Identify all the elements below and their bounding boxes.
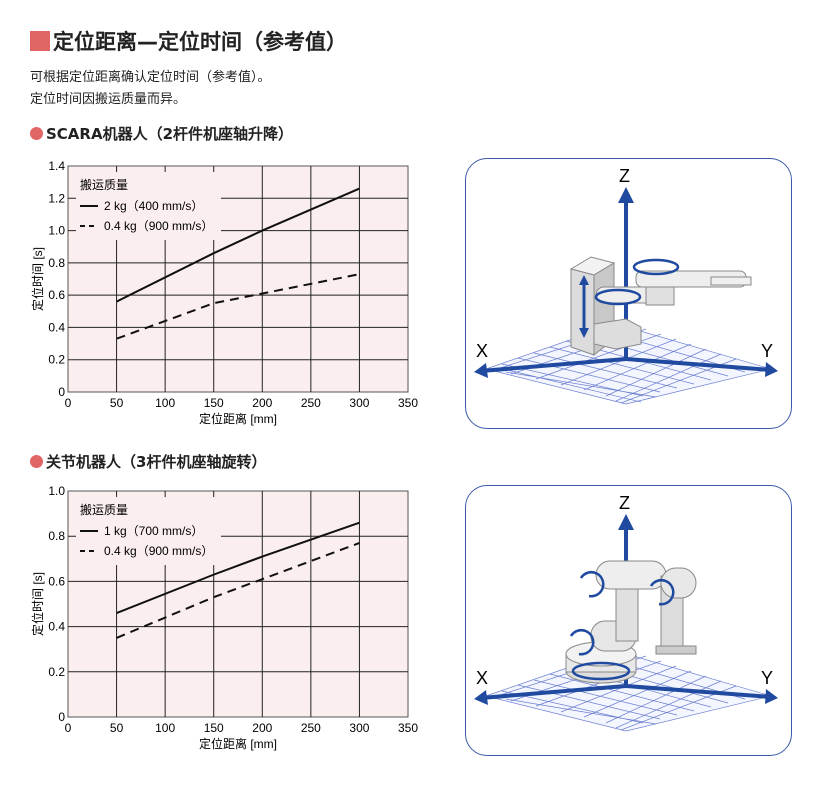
y-axis-arrow [625,684,772,699]
x-tick-label: 250 [301,396,321,410]
scara-robot-image: Z X Y [474,166,778,405]
rotation-arrow-icon [594,288,642,306]
legend-box [76,497,221,565]
y-tick-label: 0.6 [48,574,65,588]
y-label: Y [761,668,773,688]
y-tick-label: 0.4 [48,620,65,634]
series-line-1 [116,542,360,639]
legend-label: 0.4 kg（900 mm/s） [104,544,213,558]
z-label: Z [619,493,630,513]
scara-illustration: Z X Y [465,158,792,429]
y-tick-label: 0.2 [48,353,65,367]
x-tick-label: 300 [349,396,369,410]
y-tick-label: 0 [58,710,65,724]
y-tick-label: 1.2 [48,191,65,205]
y-tick-label: 0.2 [48,665,65,679]
robot-body [569,256,752,357]
title-marker [30,31,50,51]
x-tick-label: 50 [110,396,124,410]
x-axis-arrow [480,684,627,700]
page-title: 定位距离—定位时间（参考值） [30,26,347,56]
bullet-icon [30,127,43,140]
y-tick-label: 1.0 [48,224,65,238]
x-label: X [476,341,488,361]
legend-box [76,172,221,240]
x-tick-label: 150 [204,721,224,735]
x-tick-label: 0 [65,396,72,410]
section-heading-text: SCARA机器人（2杆件机座轴升降） [46,125,294,143]
y-axis-label: 定位时间 [s] [30,572,45,636]
x-tick-label: 0 [65,721,72,735]
x-tick-label: 350 [398,721,418,735]
x-tick-label: 100 [155,721,175,735]
legend-title: 搬运质量 [80,177,128,192]
x-tick-label: 350 [398,396,418,410]
articulated-robot-image: Z X Y [474,493,778,732]
series-line-0 [116,187,360,303]
rotation-arrow-icon [569,571,675,681]
x-tick-label: 300 [349,721,369,735]
x-tick-label: 150 [204,396,224,410]
y-tick-label: 0.8 [48,529,65,543]
x-axis-label: 定位距离 [mm] [199,411,277,426]
chart-scara: 0 0.2 0.4 0.6 0.8 1.0 1.2 1.4 0 50 100 150 200 250 300… [30,159,418,426]
y-tick-label: 1.4 [48,159,65,173]
section-heading-scara: SCARA机器人（2杆件机座轴升降） [30,123,293,144]
y-axis-arrow [625,357,772,372]
z-label: Z [619,166,630,186]
series-line-1 [116,273,360,340]
x-tick-label: 200 [252,396,272,410]
series-line-0 [116,521,360,614]
chart-articulated: 0 0.2 0.4 0.6 0.8 1.0 0 50 100 150 200 250 300 350 搬运质… [30,484,418,751]
y-tick-label: 0 [58,385,65,399]
y-tick-label: 0.8 [48,256,65,270]
bullet-icon [30,455,43,468]
x-tick-label: 100 [155,396,175,410]
x-axis-label: 定位距离 [mm] [199,736,277,751]
x-tick-label: 200 [252,721,272,735]
section-heading-articulated: 关节机器人（3杆件机座轴旋转） [30,451,266,472]
legend-label: 0.4 kg（900 mm/s） [104,219,213,233]
y-tick-label: 0.4 [48,320,65,334]
legend-label: 2 kg（400 mm/s） [104,199,203,213]
x-tick-label: 50 [110,721,124,735]
y-tick-label: 0.6 [48,288,65,302]
section-heading-text: 关节机器人（3杆件机座轴旋转） [46,453,267,471]
page-title-text: 定位距离—定位时间（参考值） [53,30,347,54]
x-label: X [476,668,488,688]
x-axis-arrow [480,357,627,373]
x-tick-label: 250 [301,721,321,735]
rotation-arrow-icon [632,258,680,276]
legend-label: 1 kg（700 mm/s） [104,524,203,538]
y-tick-label: 1.0 [48,484,65,498]
description-line: 可根据定位距离确认定位时间（参考值）。 [30,70,271,85]
y-label: Y [761,341,773,361]
legend-title: 搬运质量 [80,502,128,517]
articulated-illustration: Z X Y [465,485,792,756]
y-axis-label: 定位时间 [s] [30,247,45,311]
description-line: 定位时间因搬运质量而异。 [30,92,187,107]
